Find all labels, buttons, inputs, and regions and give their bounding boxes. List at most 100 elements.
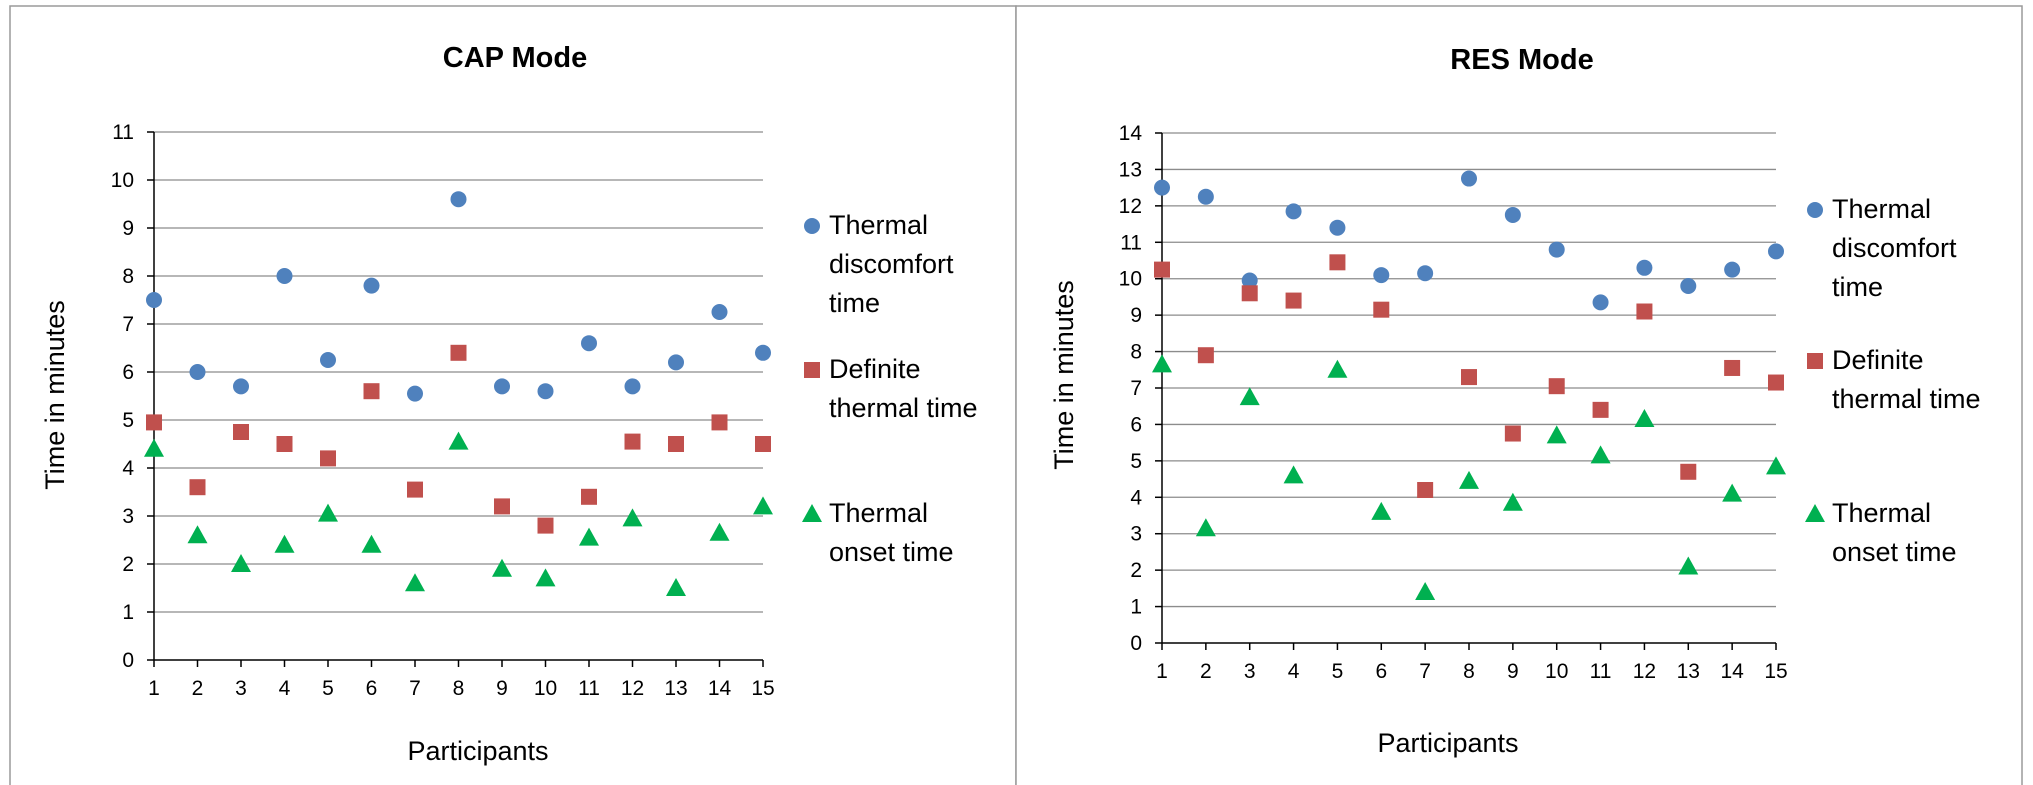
x-tick-label: 6 — [1375, 660, 1387, 683]
res-y-axis-label: Time in minutes — [1049, 280, 1079, 470]
x-tick-label: 10 — [1545, 660, 1568, 683]
data-point-square — [1592, 401, 1609, 418]
x-tick-label: 7 — [1419, 660, 1431, 683]
data-point-square — [1154, 261, 1170, 278]
data-point-triangle — [1195, 518, 1216, 537]
res-chart-frame — [1015, 5, 2023, 785]
data-point-square — [1504, 425, 1521, 442]
res-x-axis-label: Participants — [1377, 728, 1518, 758]
data-point-square — [537, 517, 554, 534]
data-point-square — [1241, 285, 1258, 302]
data-point-circle — [1241, 272, 1258, 289]
data-point-circle — [146, 292, 162, 308]
y-tick-label: 4 — [122, 457, 134, 480]
data-point-triangle — [1678, 556, 1699, 575]
x-tick-label: 3 — [1244, 660, 1256, 683]
data-point-triangle — [144, 438, 164, 457]
data-point-square — [1461, 369, 1477, 386]
data-point-triangle — [318, 503, 338, 522]
y-tick-label: 2 — [122, 553, 134, 576]
data-point-triangle — [1590, 445, 1611, 464]
data-point-square — [1329, 254, 1346, 271]
y-tick-label: 9 — [1130, 304, 1142, 327]
y-tick-label: 11 — [112, 121, 134, 144]
data-point-square — [1724, 359, 1741, 376]
data-point-circle — [1197, 188, 1214, 205]
data-point-circle — [189, 364, 206, 380]
cap-y-tick-labels: 0 1 2 3 4 5 6 7 8 9 10 11 — [111, 121, 135, 672]
x-tick-label: 11 — [578, 677, 600, 700]
data-point-triangle — [1415, 582, 1436, 600]
data-point-triangle — [1371, 501, 1392, 520]
data-point-triangle — [361, 534, 382, 553]
data-point-triangle — [1459, 470, 1479, 489]
data-point-triangle — [666, 578, 686, 596]
x-tick-label: 6 — [366, 677, 378, 700]
data-point-triangle — [753, 496, 773, 515]
x-tick-label: 8 — [453, 677, 465, 700]
data-point-square — [363, 383, 380, 400]
y-tick-label: 10 — [1119, 268, 1142, 291]
data-point-circle — [1724, 261, 1741, 278]
y-tick-label: 0 — [1130, 632, 1142, 655]
data-point-triangle — [1722, 483, 1743, 502]
legend-marker-square — [804, 362, 820, 378]
data-point-circle — [668, 354, 684, 371]
data-point-circle — [1285, 203, 1302, 220]
x-tick-label: 14 — [708, 677, 732, 700]
x-tick-label: 15 — [751, 677, 774, 700]
data-point-triangle — [1546, 425, 1567, 444]
data-point-square — [581, 488, 597, 505]
x-tick-label: 9 — [1507, 660, 1519, 683]
x-tick-label: 8 — [1463, 660, 1475, 683]
data-point-circle — [320, 352, 336, 368]
data-point-triangle — [535, 568, 556, 587]
cap-x-axis-label: Participants — [407, 736, 548, 766]
data-point-triangle — [1634, 408, 1655, 427]
legend-label: Definite — [829, 354, 921, 384]
y-tick-label: 7 — [122, 313, 134, 336]
data-point-square — [233, 424, 249, 440]
data-point-circle — [363, 277, 380, 294]
data-point-circle — [233, 378, 249, 395]
x-tick-label: 10 — [534, 677, 557, 700]
y-tick-label: 10 — [111, 169, 134, 192]
legend-label: onset time — [829, 537, 954, 567]
cap-gridlines — [154, 131, 763, 613]
data-point-square — [1373, 301, 1390, 318]
data-point-square — [320, 450, 336, 467]
legend-label: discomfort — [1832, 233, 1957, 263]
data-point-triangle — [448, 431, 469, 450]
res-chart-title: RES Mode — [1450, 44, 1593, 76]
data-point-triangle — [1239, 387, 1260, 406]
data-point-triangle — [187, 525, 208, 544]
data-point-triangle — [579, 527, 599, 546]
x-tick-label: 12 — [621, 677, 644, 700]
data-point-triangle — [1766, 456, 1786, 475]
data-point-square — [407, 481, 423, 498]
res-axes — [1155, 132, 1777, 650]
legend-marker-triangle — [1805, 504, 1825, 522]
y-tick-label: 2 — [1130, 559, 1142, 582]
res-legend: Thermal discomfort time Definite thermal tim… — [1805, 194, 1981, 567]
data-point-square — [1680, 463, 1697, 480]
data-point-circle — [1636, 259, 1653, 276]
data-point-circle — [711, 304, 728, 320]
data-point-circle — [1461, 170, 1477, 187]
x-tick-label: 1 — [148, 677, 160, 700]
x-tick-label: 13 — [664, 677, 687, 700]
x-tick-label: 12 — [1633, 660, 1656, 683]
data-point-triangle — [405, 573, 425, 592]
x-tick-label: 11 — [1590, 660, 1612, 683]
data-point-square — [1768, 374, 1784, 391]
data-point-circle — [1592, 294, 1609, 311]
data-point-square — [711, 414, 728, 431]
data-point-circle — [755, 344, 771, 361]
res-x-tick-labels: 1 2 3 4 5 6 7 8 9 10 11 12 13 14 15 — [1156, 660, 1788, 683]
data-point-circle — [537, 383, 554, 400]
data-point-triangle — [1283, 465, 1304, 484]
data-point-triangle — [1327, 359, 1348, 378]
x-tick-label: 4 — [279, 677, 291, 700]
